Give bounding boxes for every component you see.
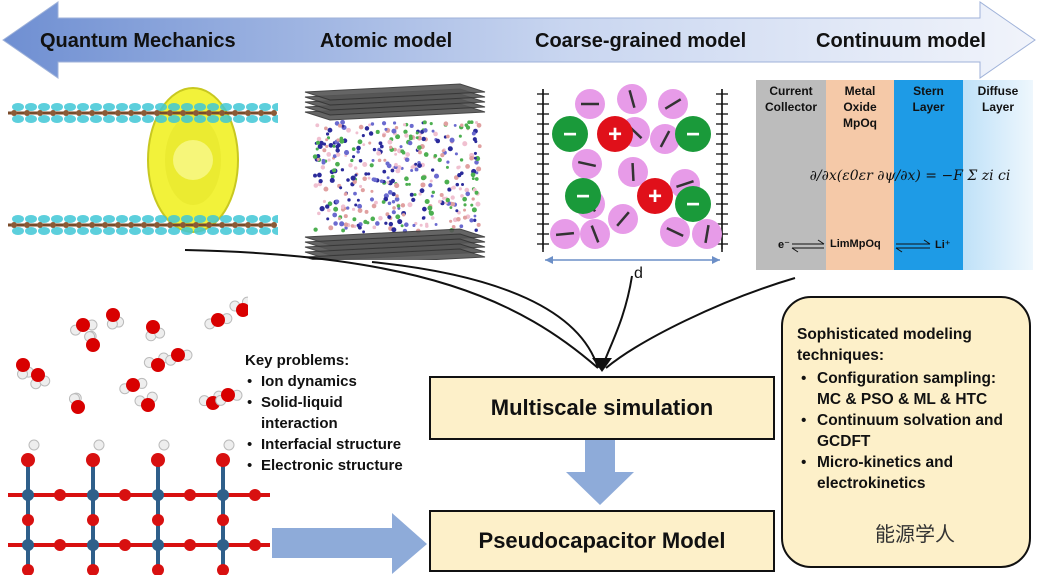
key-problems-list: Key problems: Ion dynamics Solid-liquid … <box>245 350 403 476</box>
key-problem-item: Interfacial structure <box>247 434 403 455</box>
svg-text:−: − <box>576 183 590 210</box>
svg-text:+: + <box>608 121 622 148</box>
key-problem-item: Solid-liquid interaction <box>247 392 401 434</box>
equilibrium-arrows <box>791 239 931 253</box>
oxide-surface-image <box>8 439 270 575</box>
svg-text:−: − <box>563 121 577 148</box>
col2-line1: Metal <box>844 84 876 98</box>
col1-line2: Collector <box>764 100 817 114</box>
key-problems-title: Key problems: <box>245 352 350 369</box>
multiscale-simulation-box: Multiscale simulation <box>429 376 775 440</box>
diffuse-layer-region <box>963 80 1033 270</box>
watermark-text: 能源学人 <box>875 524 955 546</box>
label-coarse-grained-model: Coarse-grained model <box>535 30 747 52</box>
distance-label: d <box>634 265 643 282</box>
metal-oxide-label: Metal Oxide MpOq <box>826 83 894 268</box>
techniques-title: Sophisticated modeling techniques: <box>797 326 972 364</box>
col2-line2: Oxide <box>843 100 877 114</box>
svg-text:−: − <box>686 121 700 148</box>
lithium-ion-label: Li⁺ <box>935 239 951 251</box>
lithiated-oxide-label: LimMpOq <box>830 238 881 250</box>
modeling-techniques-box: Sophisticated modeling techniques: Confi… <box>781 296 1031 568</box>
pseudocapacitor-model-box: Pseudocapacitor Model <box>429 510 775 572</box>
technique-item: Micro-kinetics and electrokinetics <box>801 452 1019 494</box>
metal-oxide-region <box>826 80 894 270</box>
continuum-panel <box>756 80 1033 270</box>
electron-label: e⁻ <box>778 239 790 251</box>
col1-line1: Current <box>769 84 813 98</box>
col2-line3: MpOq <box>843 116 877 130</box>
col3-line1: Stern <box>913 84 944 98</box>
key-problem-item: Electronic structure <box>247 455 403 476</box>
coarse-grained-image: − + −− + − <box>537 84 728 264</box>
down-arrow-shape <box>566 440 634 505</box>
col4-line2: Layer <box>981 100 1015 114</box>
col3-line2: Layer <box>912 100 945 114</box>
current-collector-region <box>756 80 826 270</box>
col4-line1: Diffuse <box>977 84 1019 98</box>
technique-item: Configuration sampling: MC & PSO & ML & … <box>801 368 1019 410</box>
svg-text:−: − <box>686 191 700 218</box>
diffuse-layer-label: Diffuse Layer <box>963 83 1033 268</box>
poisson-equation: ∂/∂x(ε0εr ∂ψ/∂x) = −F Σ zi ci <box>809 168 1011 184</box>
stern-layer-label: Stern Layer <box>894 83 963 268</box>
label-atomic-model: Atomic model <box>320 30 453 52</box>
key-problem-item: Ion dynamics <box>247 371 403 392</box>
scale-banner-arrow <box>2 1 1036 79</box>
technique-item: Continuum solvation and GCDFT <box>801 410 1019 452</box>
label-quantum-mechanics: Quantum Mechanics <box>40 30 236 52</box>
water-molecules-image <box>16 296 248 414</box>
svg-text:+: + <box>648 183 662 210</box>
stern-layer-region <box>894 80 963 270</box>
current-collector-label: Current Collector <box>756 83 826 268</box>
right-arrow-shape <box>272 513 427 574</box>
label-continuum-model: Continuum model <box>816 30 986 52</box>
atomic-model-image <box>304 83 486 260</box>
quantum-density-image <box>8 87 278 235</box>
